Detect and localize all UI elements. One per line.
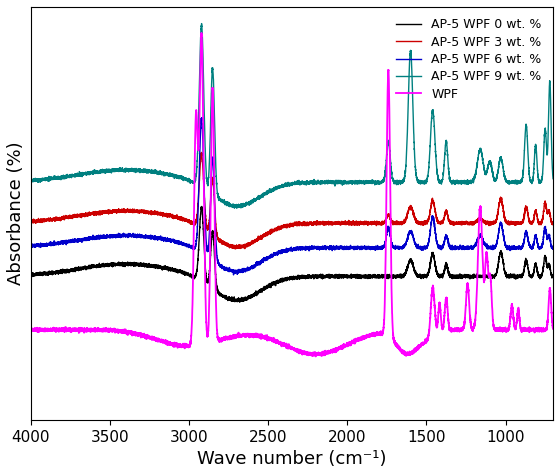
X-axis label: Wave number (cm⁻¹): Wave number (cm⁻¹) bbox=[197, 450, 386, 468]
AP-5 WPF 6 wt. % bbox=[198, 115, 205, 121]
Line: AP-5 WPF 3 wt. %: AP-5 WPF 3 wt. % bbox=[30, 152, 553, 249]
AP-5 WPF 0 wt. % bbox=[550, 274, 557, 279]
AP-5 WPF 9 wt. % bbox=[198, 21, 205, 27]
AP-5 WPF 3 wt. % bbox=[414, 219, 421, 225]
AP-5 WPF 9 wt. % bbox=[27, 178, 34, 184]
AP-5 WPF 6 wt. % bbox=[442, 234, 449, 240]
WPF bbox=[53, 326, 60, 332]
AP-5 WPF 3 wt. % bbox=[337, 221, 343, 227]
Legend: AP-5 WPF 0 wt. %, AP-5 WPF 3 wt. %, AP-5 WPF 6 wt. %, AP-5 WPF 9 wt. %, WPF: AP-5 WPF 0 wt. %, AP-5 WPF 3 wt. %, AP-5… bbox=[391, 13, 547, 106]
AP-5 WPF 3 wt. % bbox=[27, 218, 34, 224]
AP-5 WPF 6 wt. % bbox=[53, 240, 60, 246]
WPF bbox=[414, 345, 421, 351]
WPF bbox=[442, 295, 449, 301]
AP-5 WPF 6 wt. % bbox=[230, 272, 237, 278]
WPF bbox=[360, 335, 366, 341]
WPF bbox=[312, 353, 319, 359]
AP-5 WPF 0 wt. % bbox=[236, 299, 243, 305]
AP-5 WPF 3 wt. % bbox=[216, 238, 223, 244]
AP-5 WPF 3 wt. % bbox=[232, 246, 239, 252]
AP-5 WPF 9 wt. % bbox=[414, 178, 421, 184]
WPF bbox=[198, 30, 205, 36]
AP-5 WPF 3 wt. % bbox=[198, 150, 205, 155]
AP-5 WPF 6 wt. % bbox=[27, 245, 34, 250]
AP-5 WPF 0 wt. % bbox=[337, 274, 343, 279]
AP-5 WPF 0 wt. % bbox=[360, 273, 366, 278]
Line: AP-5 WPF 0 wt. %: AP-5 WPF 0 wt. % bbox=[30, 207, 553, 302]
AP-5 WPF 3 wt. % bbox=[442, 209, 449, 214]
AP-5 WPF 9 wt. % bbox=[550, 176, 557, 181]
AP-5 WPF 3 wt. % bbox=[53, 216, 60, 222]
AP-5 WPF 0 wt. % bbox=[216, 291, 223, 296]
Line: AP-5 WPF 6 wt. %: AP-5 WPF 6 wt. % bbox=[30, 118, 553, 275]
AP-5 WPF 9 wt. % bbox=[360, 179, 366, 185]
AP-5 WPF 6 wt. % bbox=[337, 245, 343, 250]
AP-5 WPF 9 wt. % bbox=[216, 197, 223, 203]
AP-5 WPF 0 wt. % bbox=[27, 270, 34, 276]
AP-5 WPF 9 wt. % bbox=[442, 140, 449, 145]
AP-5 WPF 6 wt. % bbox=[550, 245, 557, 251]
AP-5 WPF 9 wt. % bbox=[231, 205, 238, 211]
AP-5 WPF 3 wt. % bbox=[550, 220, 557, 226]
AP-5 WPF 3 wt. % bbox=[360, 220, 366, 226]
WPF bbox=[216, 335, 223, 341]
Y-axis label: Absorbance (%): Absorbance (%) bbox=[7, 142, 25, 285]
AP-5 WPF 0 wt. % bbox=[198, 204, 205, 209]
Line: AP-5 WPF 9 wt. %: AP-5 WPF 9 wt. % bbox=[30, 24, 553, 208]
Line: WPF: WPF bbox=[30, 33, 553, 356]
AP-5 WPF 6 wt. % bbox=[216, 264, 223, 269]
AP-5 WPF 9 wt. % bbox=[337, 180, 343, 185]
AP-5 WPF 0 wt. % bbox=[442, 261, 449, 266]
AP-5 WPF 0 wt. % bbox=[53, 269, 60, 275]
AP-5 WPF 6 wt. % bbox=[360, 245, 366, 251]
WPF bbox=[27, 326, 34, 332]
WPF bbox=[337, 344, 343, 350]
AP-5 WPF 0 wt. % bbox=[414, 274, 421, 280]
AP-5 WPF 9 wt. % bbox=[53, 175, 60, 180]
AP-5 WPF 6 wt. % bbox=[414, 244, 421, 250]
WPF bbox=[550, 326, 557, 332]
